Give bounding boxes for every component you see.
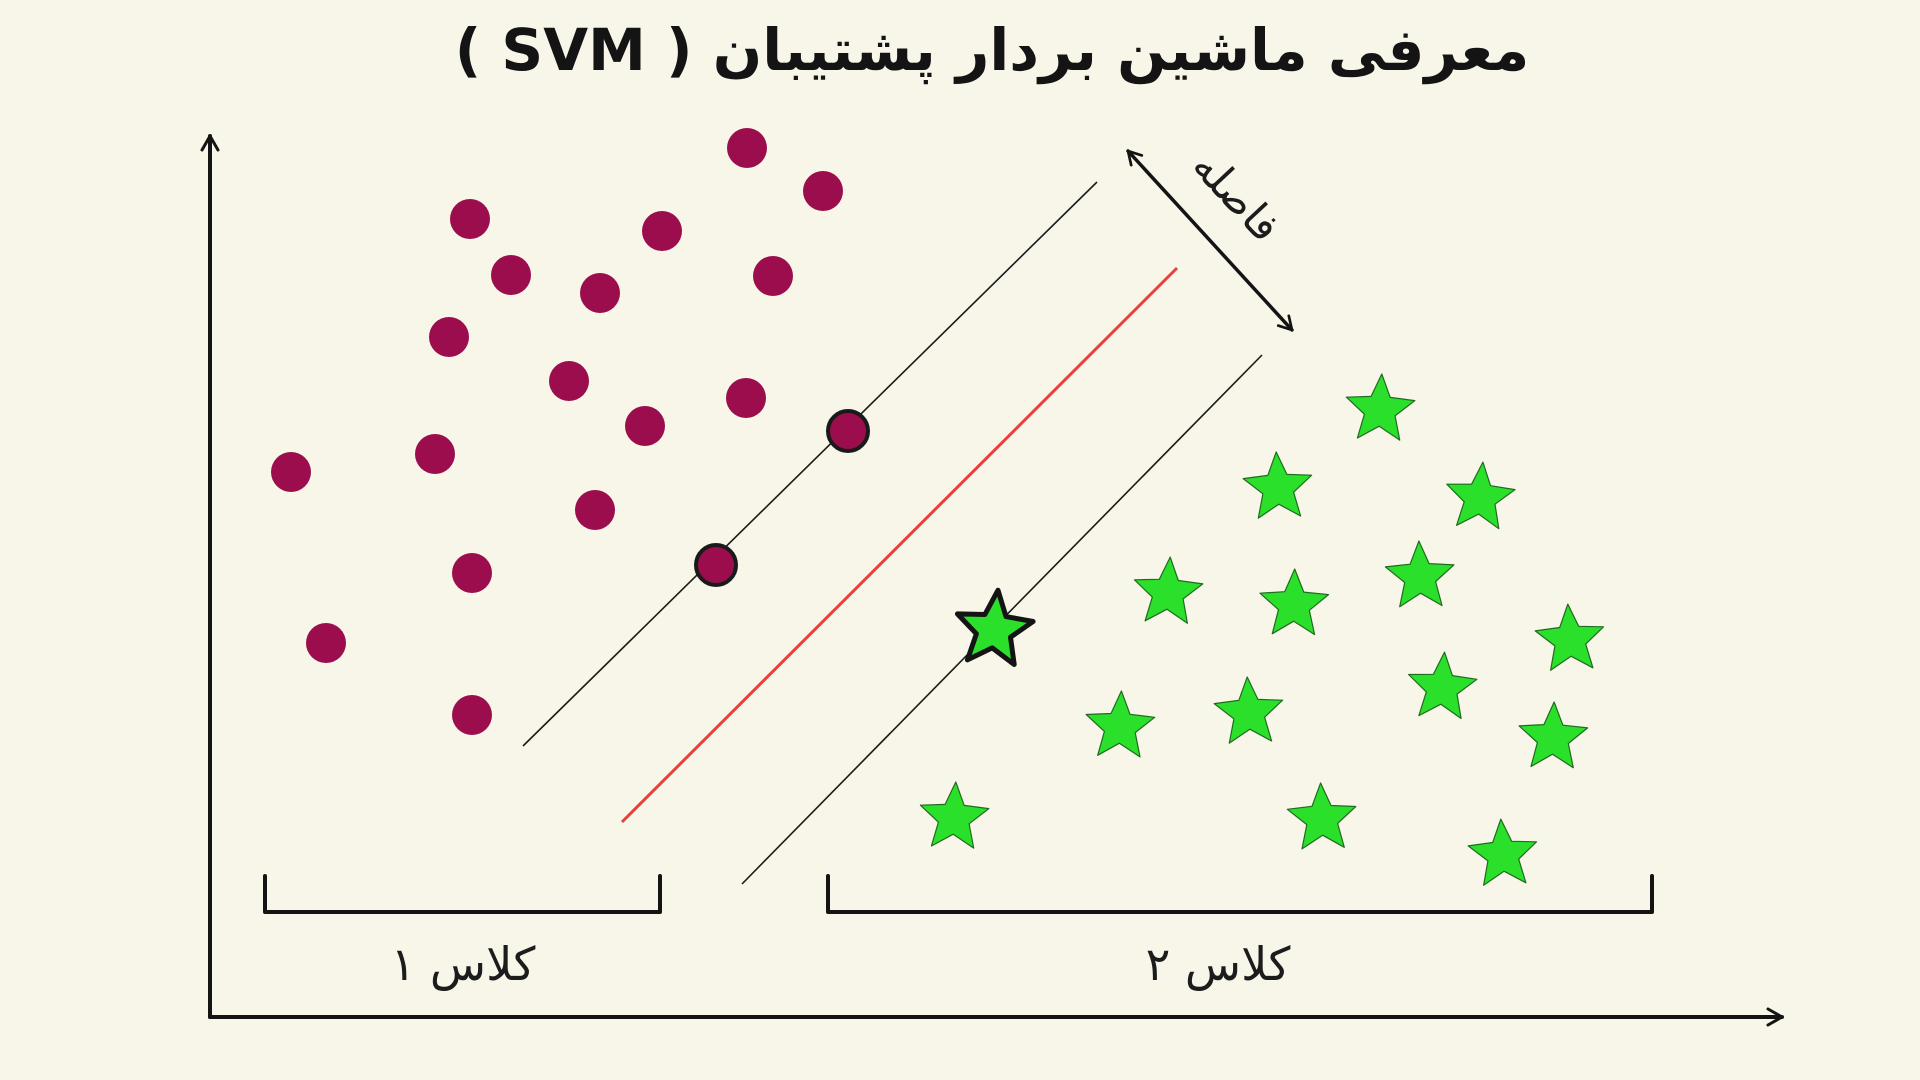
star-marker-icon <box>1446 461 1516 530</box>
circle-marker-icon <box>803 171 843 211</box>
circle-marker-icon <box>306 623 346 663</box>
star-marker-icon <box>1408 651 1478 720</box>
margin-indicator: فاصله <box>1126 141 1294 332</box>
upper-margin-line <box>522 181 1098 747</box>
star-marker-icon <box>1345 373 1416 441</box>
class1-label: کلاس ۱ <box>391 937 536 991</box>
circle-marker-icon <box>271 452 311 492</box>
star-marker-icon <box>1133 556 1204 624</box>
axes <box>200 134 1784 1027</box>
support-vector-circle-marker-icon <box>826 409 870 453</box>
circle-marker-icon <box>580 273 620 313</box>
decision-lines <box>522 181 1263 885</box>
star-marker-icon <box>1384 540 1455 608</box>
circle-marker-icon <box>625 406 665 446</box>
class2-points <box>919 373 1605 886</box>
circle-marker-icon <box>575 490 615 530</box>
circle-marker-icon <box>549 361 589 401</box>
star-marker-icon <box>1242 451 1313 519</box>
star-marker-icon <box>1467 818 1538 886</box>
star-marker-icon <box>1286 782 1357 850</box>
class1-bracket: کلاس ۱ <box>263 874 662 991</box>
star-marker-icon <box>1085 690 1156 758</box>
hyperplane-line <box>620 266 1179 824</box>
class2-bracket-line <box>826 874 1654 914</box>
circle-marker-icon <box>727 128 767 168</box>
class1-bracket-line <box>263 874 662 914</box>
circle-marker-icon <box>452 553 492 593</box>
diagram-title: معرفی ماشین بردار پشتیبان ( SVM ) <box>455 16 1530 85</box>
class2-bracket: کلاس ۲ <box>826 874 1654 991</box>
star-marker-icon <box>1213 676 1284 744</box>
star-marker-icon <box>1518 701 1589 769</box>
circle-marker-icon <box>753 256 793 296</box>
class2-label: کلاس ۲ <box>1146 937 1291 991</box>
circle-marker-icon <box>429 317 469 357</box>
circle-marker-icon <box>491 255 531 295</box>
circle-marker-icon <box>642 211 682 251</box>
margin-label: فاصله <box>1183 141 1290 251</box>
class1-points <box>271 128 870 735</box>
circle-marker-icon <box>452 695 492 735</box>
support-vector-circle-marker-icon <box>694 543 738 587</box>
star-marker-icon <box>1534 603 1605 671</box>
star-marker-icon <box>1259 568 1330 636</box>
circle-marker-icon <box>415 434 455 474</box>
double-arrow-icon <box>1126 149 1294 332</box>
star-marker-icon <box>919 781 990 849</box>
support-vector-star-marker-icon <box>954 587 1036 667</box>
circle-marker-icon <box>450 199 490 239</box>
circle-marker-icon <box>726 378 766 418</box>
